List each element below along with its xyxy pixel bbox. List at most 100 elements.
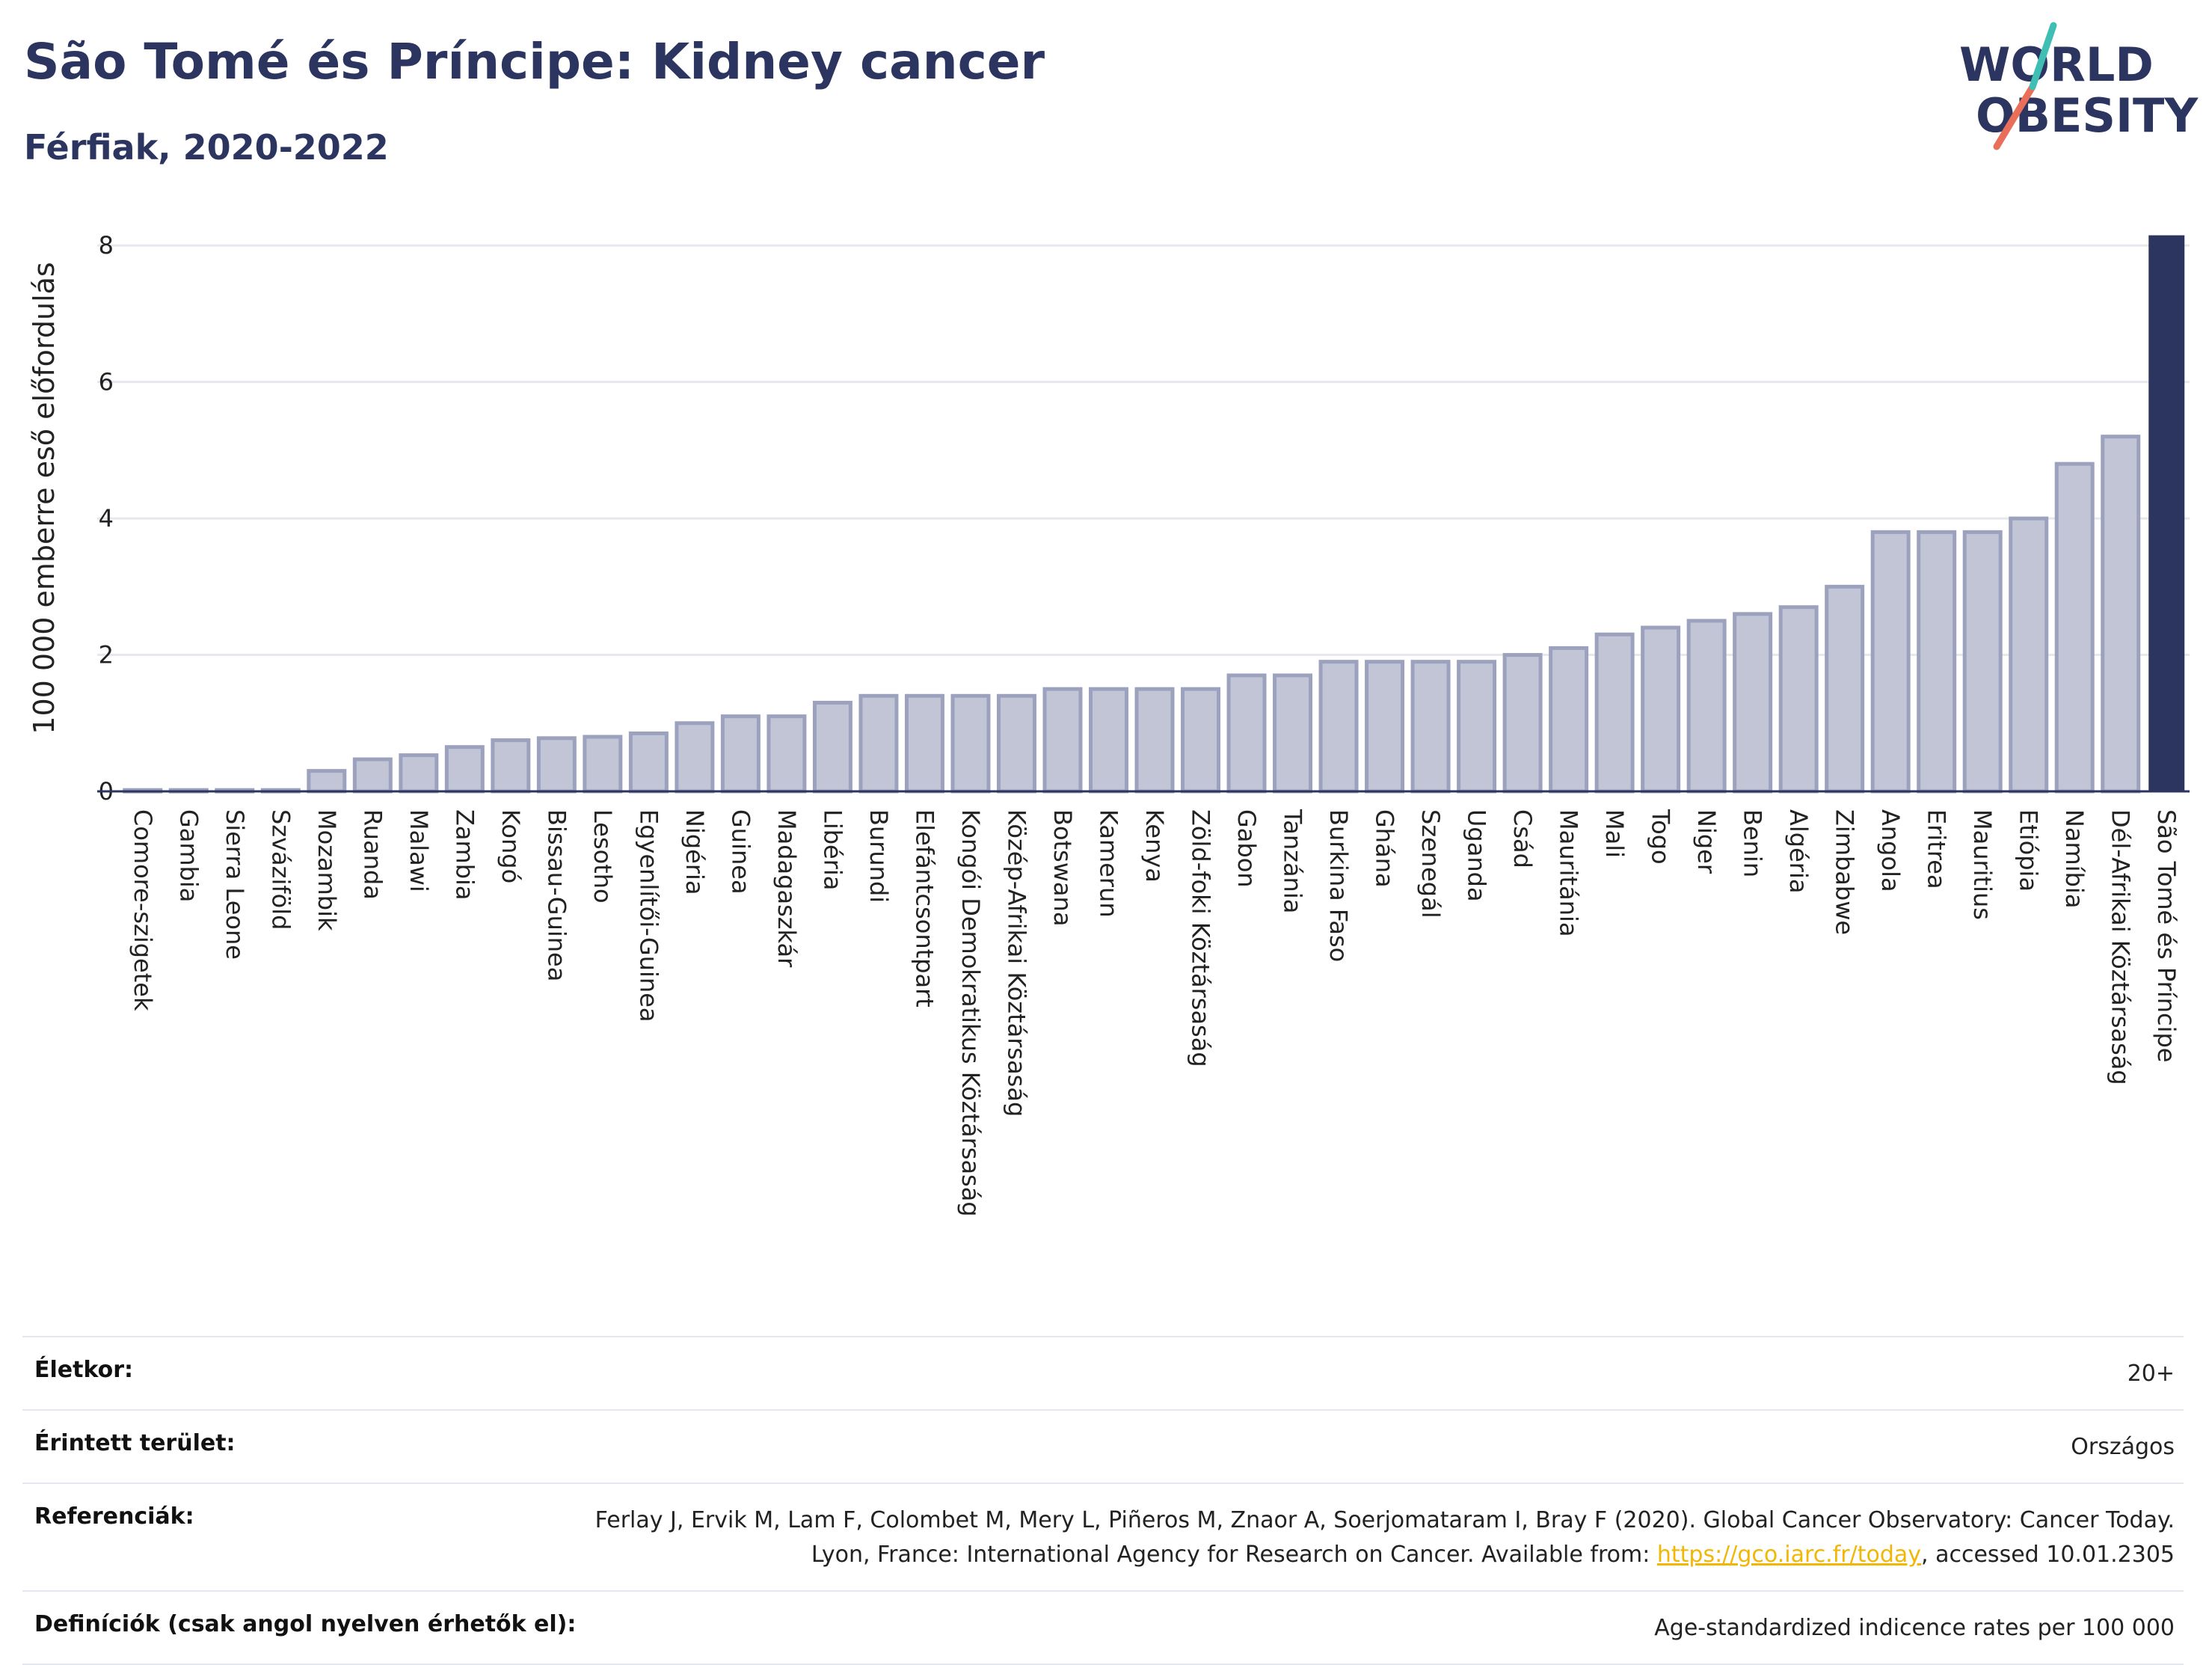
bar[interactable] xyxy=(1226,673,1267,794)
x-tick-label: Közép-Afrikai Köztársaság xyxy=(1002,809,1030,1117)
bar[interactable] xyxy=(675,721,715,794)
bar[interactable] xyxy=(858,693,899,794)
bar[interactable] xyxy=(1870,530,1911,794)
x-tick-label: Algéria xyxy=(1784,809,1813,893)
y-tick-label: 8 xyxy=(99,231,114,260)
info-label: Életkor: xyxy=(34,1357,134,1383)
x-tick-label: Eritrea xyxy=(1923,809,1951,889)
bar[interactable] xyxy=(1641,625,1681,794)
bar[interactable] xyxy=(766,714,807,794)
x-tick-label: Mauritánia xyxy=(1555,809,1583,936)
y-tick-label: 6 xyxy=(99,368,114,396)
bar[interactable] xyxy=(1365,660,1405,794)
x-tick-label: Mauritius xyxy=(1968,809,1997,920)
x-tick-label: Burkina Faso xyxy=(1324,809,1353,962)
info-value: 20+ xyxy=(2127,1361,2175,1387)
x-tick-label: Niger xyxy=(1692,809,1721,874)
info-row-area: Érintett terület: Országos xyxy=(22,1409,2184,1482)
bar[interactable] xyxy=(399,753,439,794)
x-tick-label: Burundi xyxy=(864,809,893,903)
info-label: Referenciák: xyxy=(34,1503,194,1530)
bar[interactable] xyxy=(812,700,852,794)
info-value: Országos xyxy=(2071,1434,2175,1460)
chart-subtitle: Férfiak, 2020-2022 xyxy=(24,127,389,168)
bar[interactable] xyxy=(950,693,991,794)
bar[interactable] xyxy=(1181,687,1221,794)
x-tick-label: Szenegál xyxy=(1416,809,1445,919)
x-tick-label: Dél-Afrikai Köztársaság xyxy=(2107,809,2135,1085)
bar[interactable] xyxy=(1273,673,1313,794)
chart-title: São Tomé és Príncipe: Kidney cancer xyxy=(24,33,1045,91)
bar[interactable] xyxy=(1410,660,1451,794)
bar[interactable] xyxy=(352,757,393,794)
bar[interactable] xyxy=(1825,584,1865,794)
bar[interactable] xyxy=(720,714,761,794)
x-tick-label: Botswana xyxy=(1048,809,1077,926)
x-tick-label: Guinea xyxy=(726,809,755,895)
bar[interactable] xyxy=(1962,530,2003,794)
bar[interactable] xyxy=(1686,619,1727,794)
x-tick-label: Gabon xyxy=(1232,809,1261,888)
y-tick-label: 2 xyxy=(99,641,114,669)
bar[interactable] xyxy=(1502,653,1543,794)
bars xyxy=(123,235,2185,794)
info-row-age: Életkor: 20+ xyxy=(22,1336,2184,1409)
x-tick-label: Zambia xyxy=(450,809,479,901)
bar[interactable] xyxy=(1457,660,1497,794)
bar[interactable] xyxy=(996,693,1036,794)
x-tick-label: Etiópia xyxy=(2015,809,2043,892)
x-tick-label: Uganda xyxy=(1463,809,1491,902)
x-tick-label: Egyenlítői-Guinea xyxy=(634,809,663,1022)
bar[interactable] xyxy=(904,693,944,794)
bar[interactable] xyxy=(1318,660,1359,794)
x-tick-label: Elefántcsontpart xyxy=(910,809,938,1008)
world-obesity-logo: WORLD OBESITY xyxy=(1959,22,2199,150)
reference-link[interactable]: https://gco.iarc.fr/today xyxy=(1656,1542,1922,1568)
bar[interactable] xyxy=(307,769,347,794)
bar[interactable] xyxy=(1042,687,1083,794)
bar[interactable] xyxy=(1733,612,1773,794)
info-row-references: Referenciák: Ferlay J, Ervik M, Lam F, C… xyxy=(22,1482,2184,1590)
reference-suffix: , accessed 10.01.2305 xyxy=(1921,1542,2175,1568)
y-tick-label: 4 xyxy=(99,504,114,533)
info-value-references: Ferlay J, Ervik M, Lam F, Colombet M, Me… xyxy=(567,1503,2175,1572)
x-tick-label: Bissau-Guinea xyxy=(542,809,571,981)
x-tick-label: Comore-szigetek xyxy=(129,809,157,1011)
logo-slash-teal xyxy=(2029,22,2057,91)
logo-line1: WORLD xyxy=(1959,37,2154,92)
bar[interactable] xyxy=(491,738,531,794)
bar[interactable] xyxy=(2054,462,2095,794)
bar[interactable] xyxy=(628,731,669,794)
bar[interactable] xyxy=(583,735,623,794)
x-tick-label: Namíbia xyxy=(2060,809,2089,908)
bar[interactable] xyxy=(2101,435,2141,794)
bar[interactable] xyxy=(536,736,577,794)
bar[interactable] xyxy=(1594,632,1635,794)
x-tick-label: Kamerun xyxy=(1094,809,1122,918)
x-tick-label: Tanzánia xyxy=(1279,809,1307,913)
bar[interactable] xyxy=(2148,235,2185,791)
x-tick-label: Kongói Demokratikus Köztársaság xyxy=(956,809,985,1217)
bar[interactable] xyxy=(1917,530,1957,794)
bar[interactable] xyxy=(444,745,485,794)
logo-slash-red xyxy=(1993,83,2036,150)
info-row-definitions: Definíciók (csak angol nyelven érhetők e… xyxy=(22,1590,2184,1665)
x-tick-label: Szváziföld xyxy=(266,809,295,930)
x-tick-label: Sierra Leone xyxy=(221,809,249,960)
bar[interactable] xyxy=(1134,687,1175,794)
x-tick-label: Angola xyxy=(1876,809,1905,892)
bar[interactable] xyxy=(1088,687,1128,794)
info-table: Életkor: 20+ Érintett terület: Országos … xyxy=(22,1336,2184,1665)
bar[interactable] xyxy=(1549,646,1589,794)
reference-text: Ferlay J, Ervik M, Lam F, Colombet M, Me… xyxy=(595,1507,2175,1568)
bar[interactable] xyxy=(1778,605,1819,794)
y-axis-label: 100 000 emberre eső előfordulás xyxy=(28,262,61,734)
x-tick-label: Kongó xyxy=(497,809,525,883)
x-tick-label: São Tomé és Príncipe xyxy=(2152,809,2181,1062)
x-axis-labels: Comore-szigetek Gambia Sierra Leone Szvázif… xyxy=(129,809,2181,1217)
x-tick-label: Madagaszkár xyxy=(772,809,801,968)
x-tick-label: Nigéria xyxy=(681,809,709,895)
bar[interactable] xyxy=(2009,516,2049,794)
